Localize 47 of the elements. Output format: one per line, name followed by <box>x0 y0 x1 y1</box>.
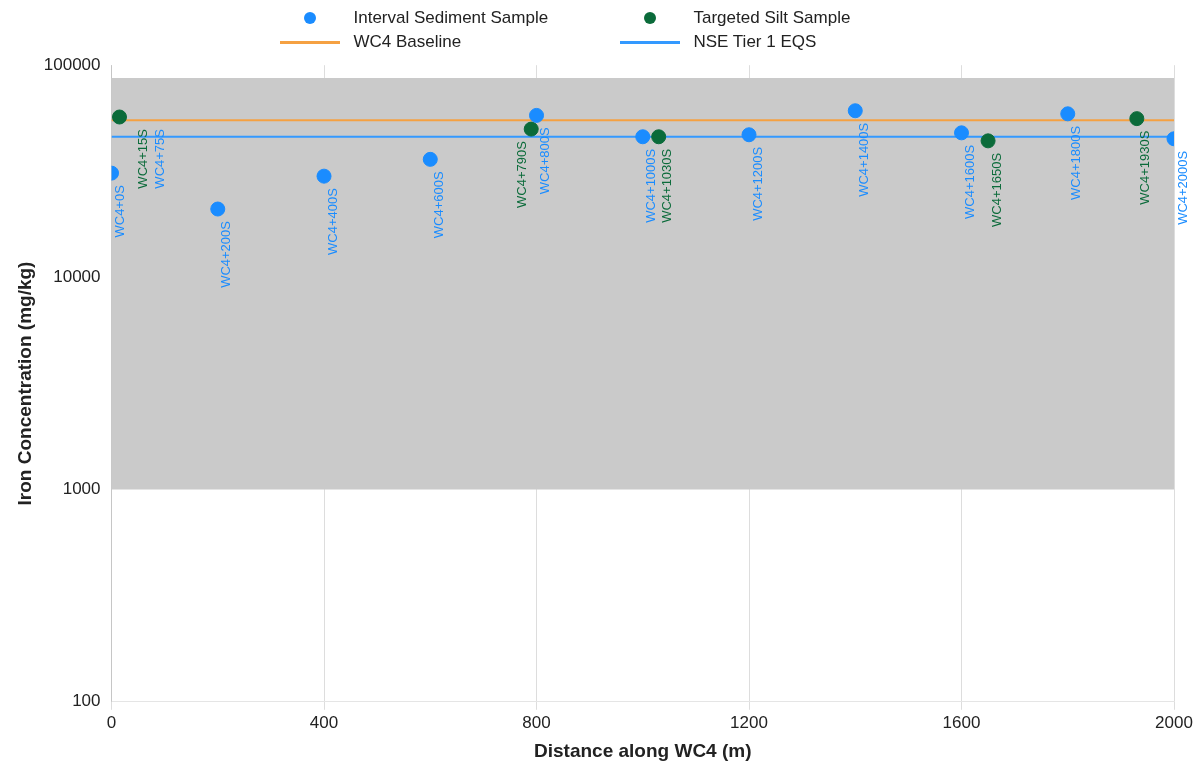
legend-label: Interval Sediment Sample <box>353 8 549 28</box>
point <box>210 201 226 217</box>
point <box>635 129 651 145</box>
data-label: WC4+1600S <box>962 144 978 219</box>
x-tick-label: 0 <box>106 712 117 732</box>
point <box>847 103 863 119</box>
y-tick-label: 100000 <box>43 54 101 74</box>
point <box>316 168 332 184</box>
point <box>954 125 970 141</box>
point <box>422 151 438 167</box>
data-label: WC4+2000S <box>1174 150 1190 225</box>
y-axis-title: Iron Concentration (mg/kg) <box>13 261 35 506</box>
data-label: WC4+0S <box>112 184 128 238</box>
x-tick-label: 1200 <box>730 712 768 732</box>
y-tick-label: 1000 <box>62 479 101 499</box>
point <box>523 121 539 137</box>
data-label: WC4+15S <box>135 128 151 189</box>
data-label: WC4+400S <box>324 187 340 255</box>
point <box>112 109 127 125</box>
point <box>529 107 545 123</box>
data-label: WC4+600S <box>430 171 446 239</box>
x-axis-title: Distance along WC4 (m) <box>534 739 752 761</box>
y-tick-label: 100 <box>72 691 101 711</box>
data-label: WC4+1800S <box>1068 125 1084 200</box>
data-label: WC4+1000S <box>643 148 659 223</box>
point <box>1060 106 1076 122</box>
x-tick-label: 400 <box>309 712 339 732</box>
point <box>651 129 667 145</box>
y-tick-label: 10000 <box>53 267 101 287</box>
legend-label: Targeted Silt Sample <box>693 8 851 28</box>
data-label: WC4+200S <box>218 220 234 288</box>
point <box>741 127 757 143</box>
point <box>980 133 996 149</box>
data-label: WC4+790S <box>513 140 529 208</box>
annotation: WC4+75S <box>151 128 167 189</box>
data-label: WC4+1400S <box>855 122 871 197</box>
x-tick-label: 1600 <box>942 712 981 732</box>
x-tick-label: 800 <box>522 712 551 732</box>
data-label: WC4+800S <box>537 127 553 195</box>
x-tick-label: 2000 <box>1155 712 1193 732</box>
data-label: WC4+1650S <box>988 152 1004 227</box>
data-label: WC4+1200S <box>749 146 765 221</box>
legend-label: NSE Tier 1 EQS <box>693 32 817 52</box>
data-label: WC4+1930S <box>1137 130 1153 205</box>
point <box>1129 111 1145 127</box>
data-label: WC4+1030S <box>659 148 675 223</box>
legend-label: WC4 Baseline <box>353 32 462 52</box>
